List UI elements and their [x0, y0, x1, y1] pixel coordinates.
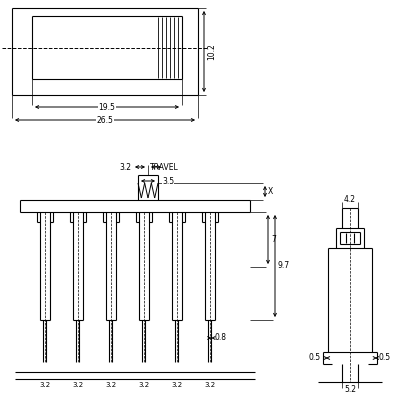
Text: 4.2: 4.2: [343, 196, 355, 205]
Text: 10.2: 10.2: [207, 43, 216, 60]
Text: 0.5: 0.5: [308, 354, 320, 363]
Text: X: X: [267, 187, 273, 196]
Text: TRAVEL: TRAVEL: [150, 162, 178, 172]
Text: 3.2: 3.2: [171, 382, 182, 388]
Text: 3.2: 3.2: [138, 382, 149, 388]
Text: 0.8: 0.8: [214, 334, 226, 342]
Text: 5.2: 5.2: [343, 385, 355, 395]
Text: 9.7: 9.7: [277, 261, 290, 271]
Text: 7: 7: [270, 235, 275, 244]
Text: 3.2: 3.2: [105, 382, 116, 388]
Text: 3.2: 3.2: [39, 382, 51, 388]
Text: 26.5: 26.5: [96, 115, 113, 124]
Text: 3.2: 3.2: [119, 162, 131, 172]
Text: 3.2: 3.2: [72, 382, 83, 388]
Text: 3.5: 3.5: [162, 176, 174, 186]
Text: 19.5: 19.5: [98, 103, 115, 111]
Text: 3.2: 3.2: [204, 382, 215, 388]
Text: 0.5: 0.5: [378, 354, 390, 363]
